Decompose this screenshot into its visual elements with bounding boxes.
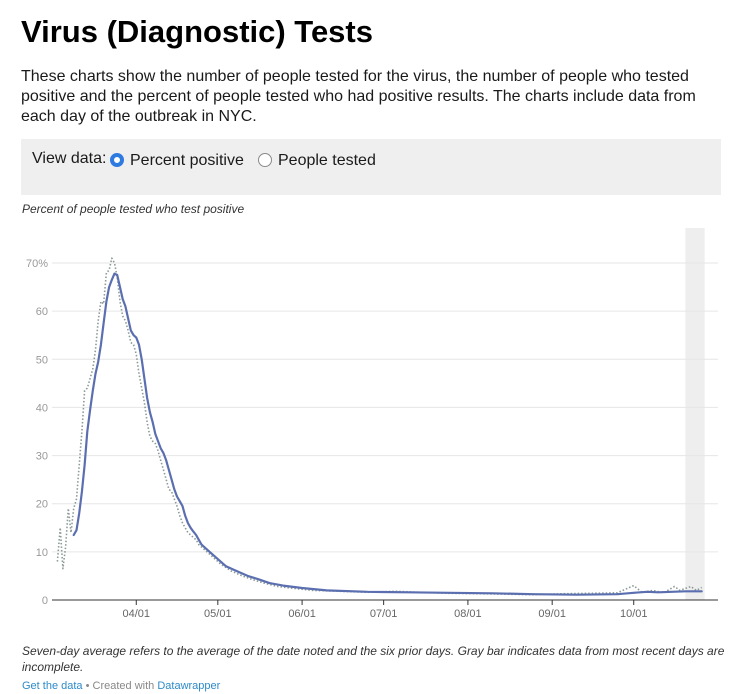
- datawrapper-link[interactable]: Datawrapper: [157, 680, 221, 692]
- seven-day-average-line: [72, 272, 703, 596]
- y-tick-label: 70%: [26, 258, 48, 270]
- y-tick-label: 60: [36, 306, 48, 318]
- view-data-label: View data:: [32, 150, 107, 167]
- radio-percent-positive-label: Percent positive: [130, 152, 244, 169]
- intro-text: These charts show the number of people t…: [21, 68, 696, 125]
- y-tick-label: 40: [36, 402, 48, 414]
- chart-footer: Get the data • Created with Datawrapper: [22, 680, 220, 692]
- radio-people-tested-label: People tested: [278, 152, 376, 169]
- view-data-controls: View data: Percent positive People teste…: [21, 139, 721, 195]
- x-tick-label: 10/01: [620, 608, 648, 620]
- x-tick-label: 04/01: [123, 608, 151, 620]
- radio-unchecked-icon[interactable]: [258, 153, 272, 167]
- x-tick-label: 09/01: [538, 608, 566, 620]
- y-tick-label: 30: [36, 451, 48, 463]
- get-data-link[interactable]: Get the data: [22, 680, 83, 692]
- chart-subtitle: Percent of people tested who test positi…: [22, 202, 245, 216]
- page-title: Virus (Diagnostic) Tests: [21, 14, 373, 49]
- chart-note: Seven-day average refers to the average …: [22, 644, 725, 674]
- created-with-text: • Created with: [82, 680, 158, 692]
- y-tick-label: 20: [36, 499, 48, 511]
- x-tick-label: 08/01: [454, 608, 482, 620]
- y-tick-label: 50: [36, 354, 48, 366]
- y-tick-label: 0: [42, 595, 48, 607]
- x-tick-label: 06/01: [288, 608, 316, 620]
- incomplete-data-bar: [685, 228, 705, 600]
- radio-checked-icon[interactable]: [110, 153, 124, 167]
- x-tick-label: 05/01: [204, 608, 232, 620]
- x-tick-label: 07/01: [370, 608, 398, 620]
- line-chart: 0 10 20 30 40 50 60 70% 04/01 05/01 06/01 07/01 08/0…: [26, 228, 718, 620]
- y-tick-label: 10: [36, 547, 48, 559]
